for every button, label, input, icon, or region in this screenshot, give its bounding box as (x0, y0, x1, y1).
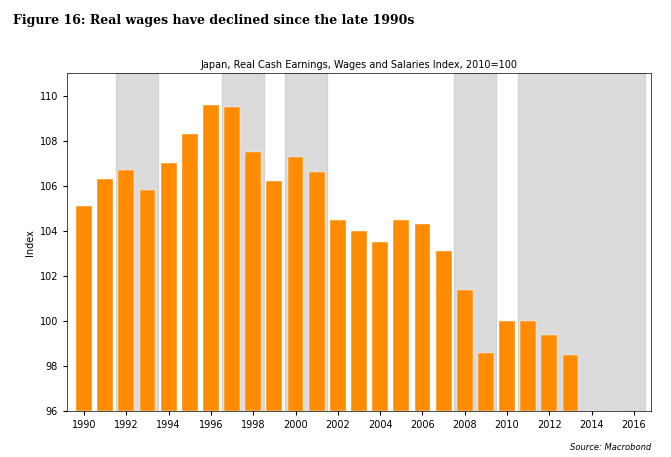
Bar (224, 107, 240, 411)
Bar (520, 321, 536, 411)
Bar (221, 73, 264, 411)
Bar (435, 251, 452, 411)
Bar (266, 181, 282, 411)
Bar (393, 220, 409, 411)
Bar (285, 73, 327, 411)
Bar (330, 220, 346, 411)
Bar (351, 231, 367, 411)
Bar (457, 290, 472, 411)
Bar (203, 105, 219, 411)
Text: Source: Macrobond: Source: Macrobond (570, 443, 651, 452)
Bar (140, 191, 156, 411)
Bar (76, 206, 92, 411)
Title: Japan, Real Cash Earnings, Wages and Salaries Index, 2010=100: Japan, Real Cash Earnings, Wages and Sal… (201, 59, 517, 69)
Bar (415, 224, 430, 411)
Bar (160, 163, 176, 411)
Bar (541, 335, 558, 411)
Bar (115, 73, 158, 411)
Bar (288, 157, 303, 411)
Bar (182, 134, 198, 411)
Bar (246, 152, 261, 411)
Bar (517, 73, 645, 411)
Bar (562, 355, 578, 411)
Bar (118, 170, 134, 411)
Bar (499, 321, 515, 411)
Bar (454, 73, 497, 411)
Bar (478, 353, 494, 411)
Text: Figure 16: Real wages have declined since the late 1990s: Figure 16: Real wages have declined sinc… (13, 14, 415, 27)
Y-axis label: Index: Index (25, 229, 36, 255)
Bar (97, 179, 113, 411)
Bar (309, 172, 325, 411)
Bar (372, 242, 388, 411)
